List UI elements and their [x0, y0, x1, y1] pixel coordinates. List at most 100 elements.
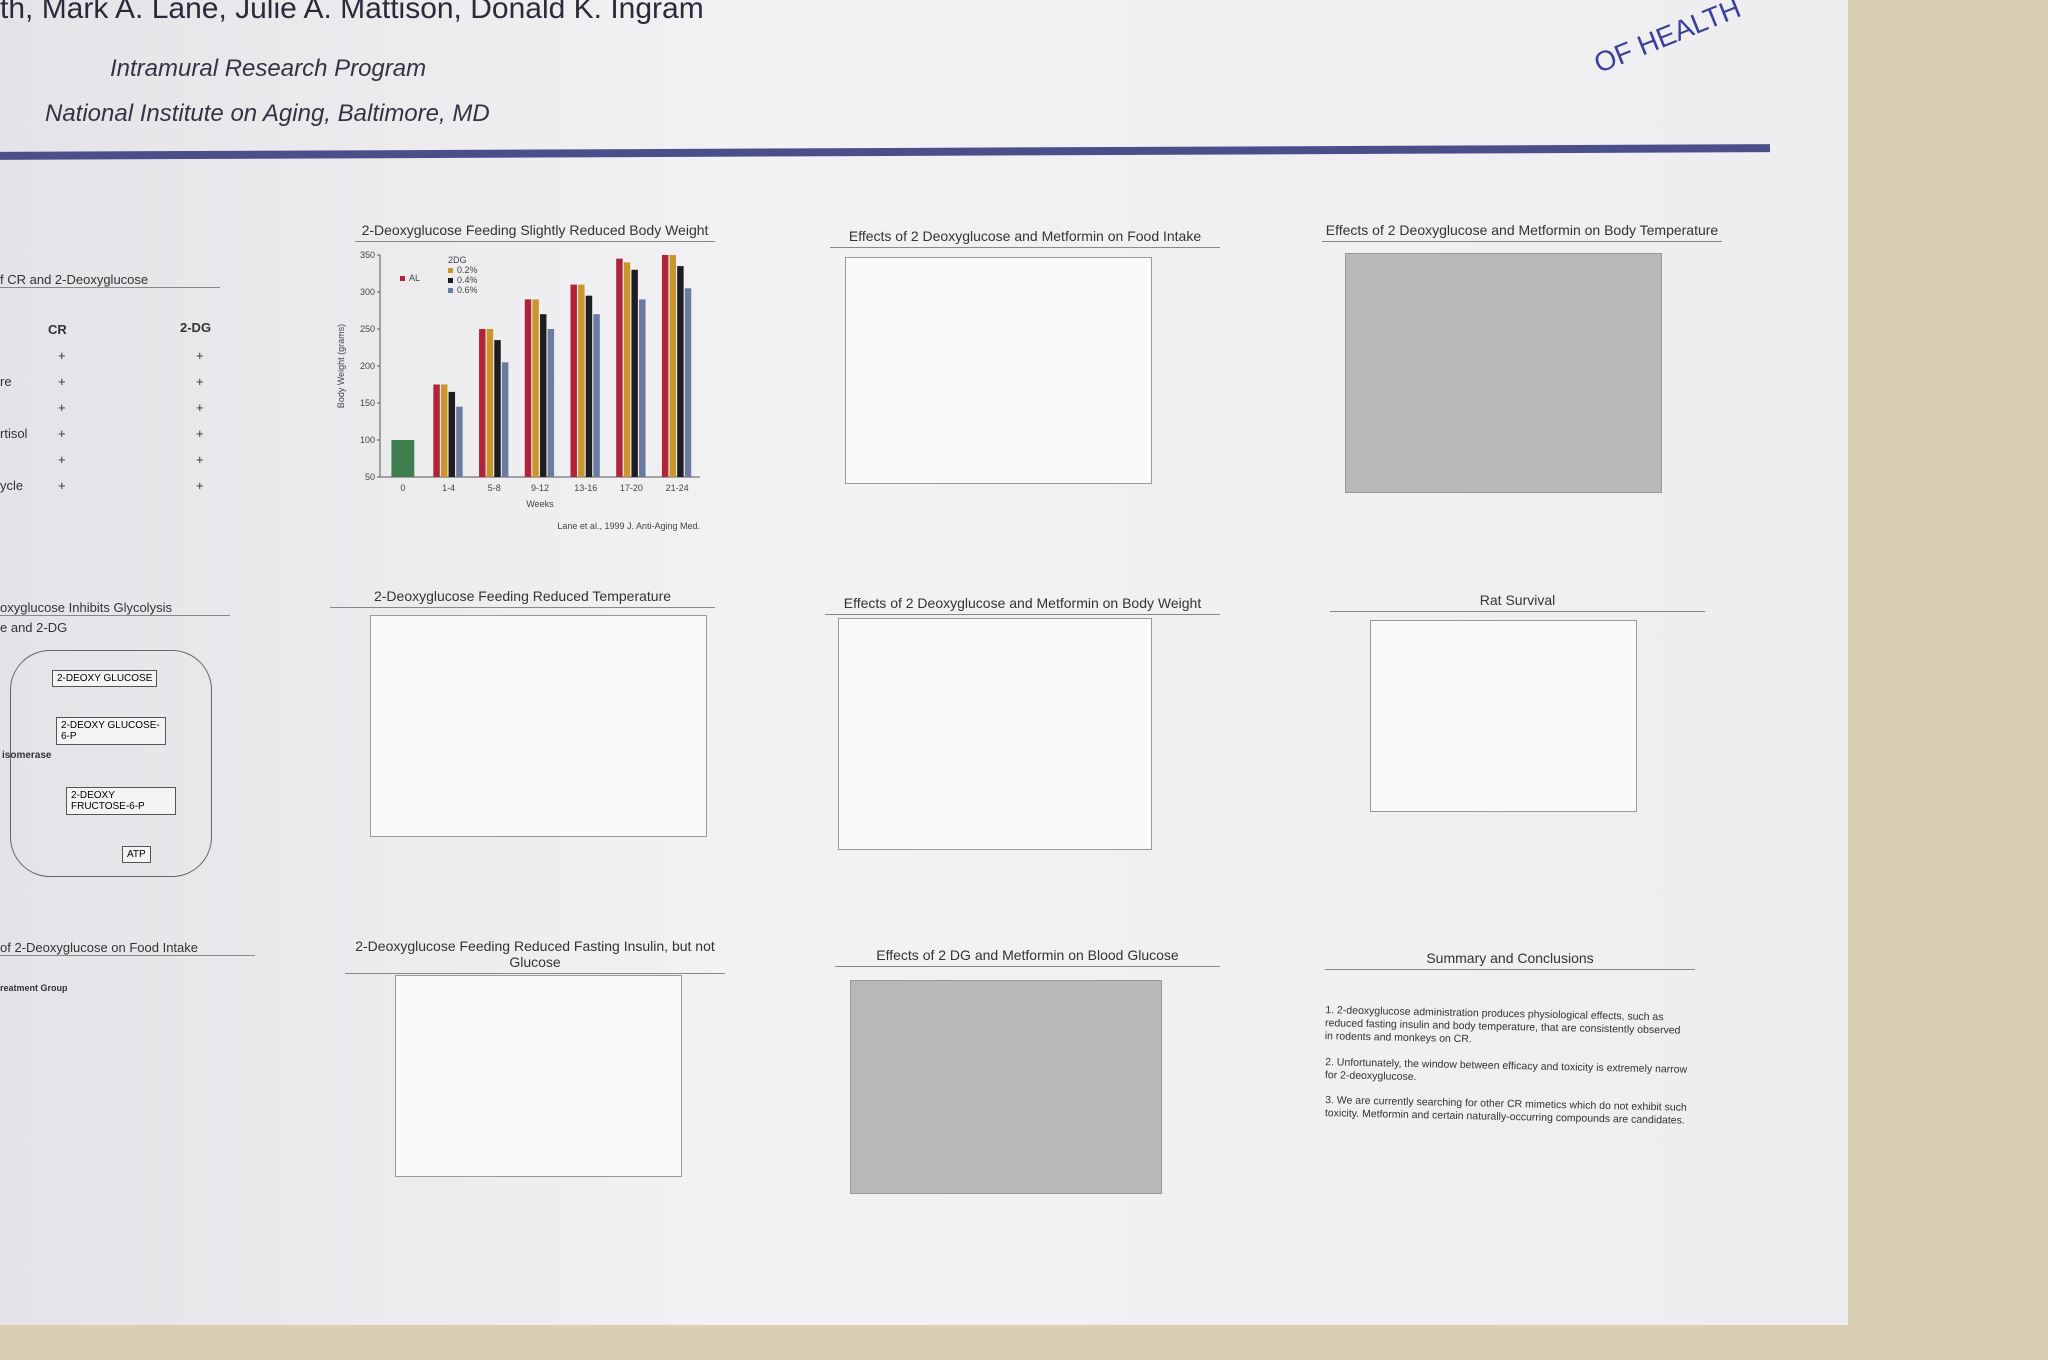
bar: [440, 384, 448, 477]
poster: th, Mark A. Lane, Julie A. Mattison, Don…: [0, 0, 1848, 1325]
cr-cell: re: [0, 374, 12, 389]
panel-title: 2-Deoxyglucose Feeding Reduced Fasting I…: [345, 938, 725, 974]
chart-frame: [1370, 620, 1637, 812]
program: Intramural Research Program: [110, 55, 427, 82]
panel-title: 2-Deoxyglucose Feeding Slightly Reduced …: [355, 222, 715, 242]
chart-frame: [370, 615, 707, 837]
x-tick-label: 5-8: [488, 483, 501, 493]
cr-cell: +: [196, 374, 204, 389]
cr-table-title: f CR and 2-Deoxyglucose: [0, 272, 220, 288]
bar: [448, 391, 456, 477]
bar: [631, 269, 638, 477]
intake-title: of 2-Deoxyglucose on Food Intake: [0, 940, 255, 956]
y-tick-label: 250: [360, 324, 375, 334]
bar: [578, 284, 585, 477]
summary-item: 1. 2-deoxyglucose administration produce…: [1324, 1004, 1681, 1046]
x-tick-label: 13-16: [574, 483, 597, 493]
panel-title: Effects of 2 Deoxyglucose and Metformin …: [1322, 222, 1722, 242]
cell-outline: [10, 650, 212, 877]
header-rule: [0, 144, 1771, 160]
enzyme: isomerase: [2, 750, 52, 761]
cr-cell: +: [196, 478, 204, 493]
panel-title: Effects of 2 Deoxyglucose and Metformin …: [825, 595, 1220, 615]
y-tick-label: 100: [360, 435, 375, 445]
cr-cell: +: [196, 452, 204, 467]
bar: [540, 314, 547, 477]
chart-frame: [1345, 253, 1662, 493]
cr-cell: +: [196, 426, 204, 441]
node: 2-DEOXY GLUCOSE-6-P: [56, 717, 166, 745]
cr-cell: +: [196, 400, 204, 415]
bar: [391, 440, 415, 477]
node: 2-DEOXY FRUCTOSE-6-P: [66, 787, 176, 815]
legend-label: 0.6%: [457, 285, 478, 295]
col-head: 2-DG: [180, 320, 212, 335]
bar: [593, 314, 600, 477]
bar: [524, 299, 532, 477]
legend-swatch: [448, 288, 453, 293]
bar: [616, 258, 623, 477]
bar: [532, 299, 539, 477]
y-tick-label: 150: [360, 398, 375, 408]
y-axis-label: Body Weight (grams): [336, 324, 346, 408]
bar: [479, 329, 486, 477]
bar: [433, 384, 440, 477]
bar: [585, 295, 593, 477]
summary-title: Summary and Conclusions: [1325, 950, 1695, 970]
cr-cell: +: [58, 400, 66, 415]
legend-swatch: [448, 278, 453, 283]
legend-title: 2DG: [448, 255, 467, 265]
bar: [547, 329, 555, 477]
y-tick-label: 200: [360, 361, 375, 371]
institute: National Institute on Aging, Baltimore, …: [45, 100, 490, 127]
chart-frame: [838, 618, 1152, 850]
legend-swatch: [400, 276, 405, 281]
bar: [486, 329, 494, 477]
bar: [684, 288, 692, 477]
y-tick-label: 350: [360, 250, 375, 260]
chart-frame: [850, 980, 1162, 1194]
y-tick-label: 300: [360, 287, 375, 297]
intake-group: reatment Group: [0, 983, 68, 993]
x-tick-label: 17-20: [620, 483, 643, 493]
bar: [677, 266, 684, 477]
glyco-subtitle: e and 2-DG: [0, 620, 68, 635]
panel-title: Rat Survival: [1330, 592, 1705, 612]
node: ATP: [122, 846, 151, 863]
bar: [669, 255, 676, 477]
x-tick-label: 9-12: [531, 483, 549, 493]
y-tick-label: 50: [365, 472, 375, 482]
chart-frame: [395, 975, 682, 1177]
panel-title: 2-Deoxyglucose Feeding Reduced Temperatu…: [330, 588, 715, 608]
x-tick-label: 1-4: [442, 483, 455, 493]
glyco-title: oxyglucose Inhibits Glycolysis: [0, 600, 230, 616]
cr-cell: +: [58, 478, 66, 493]
cr-cell: +: [58, 374, 66, 389]
weight-chart: 50 100 150 200 250 300 350 0 1-4 5-8 9-12 13-16 17-2…: [336, 250, 700, 531]
authors: th, Mark A. Lane, Julie A. Mattison, Don…: [0, 0, 704, 25]
citation: Lane et al., 1999 J. Anti-Aging Med.: [557, 521, 700, 531]
cr-cell: +: [58, 452, 66, 467]
chart-frame: [845, 257, 1152, 484]
summary-item: 3. We are currently searching for other …: [1324, 1094, 1687, 1127]
bar: [570, 284, 577, 477]
logo: OF HEALTH: [1589, 0, 1746, 79]
bar: [494, 340, 501, 477]
node: 2-DEOXY GLUCOSE: [52, 670, 158, 687]
bar: [639, 299, 646, 477]
summary-item: 2. Unfortunately, the window between eff…: [1324, 1056, 1688, 1084]
legend-label: AL: [409, 273, 420, 283]
bar: [623, 262, 631, 477]
legend-label: 0.2%: [457, 265, 478, 275]
cr-cell: rtisol: [0, 426, 28, 441]
bar: [501, 362, 509, 477]
cr-cell: +: [58, 426, 66, 441]
x-axis-label: Weeks: [526, 499, 554, 509]
panel-title: Effects of 2 DG and Metformin on Blood G…: [835, 947, 1220, 967]
panel-title: Effects of 2 Deoxyglucose and Metformin …: [830, 228, 1220, 248]
bar: [661, 255, 669, 477]
cr-cell: +: [58, 348, 66, 363]
legend-swatch: [448, 268, 453, 273]
col-head: CR: [48, 322, 67, 337]
x-tick-label: 0: [400, 483, 405, 493]
